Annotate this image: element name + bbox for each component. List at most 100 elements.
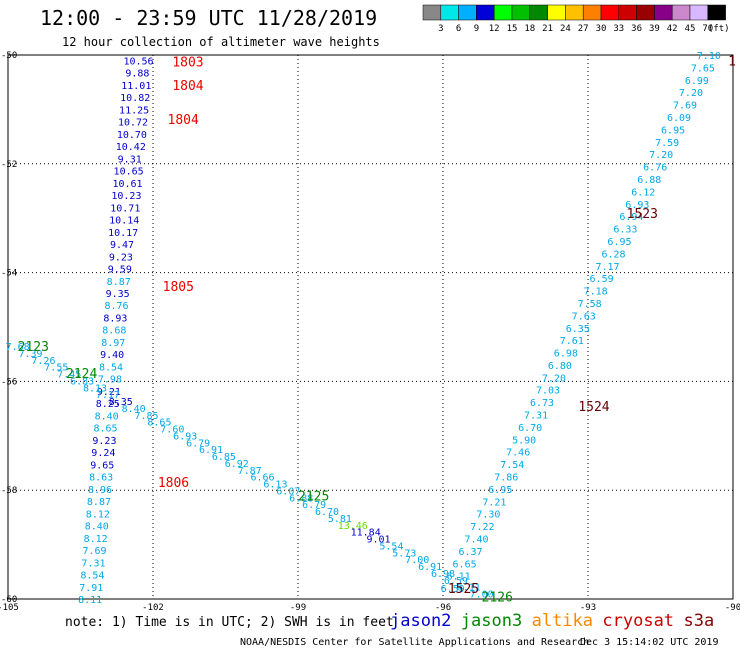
wave-height-value: 8.35	[109, 397, 133, 408]
chart-title: 12:00 - 23:59 UTC 11/28/2019	[40, 6, 377, 30]
legend-swatch	[582, 4, 602, 21]
satellite-name: jason2	[390, 611, 451, 631]
wave-height-value: 8.12	[84, 534, 108, 545]
wave-height-value: 8.65	[93, 424, 117, 435]
wave-height-value: 10.17	[108, 228, 138, 239]
footer-note: note: 1) Time is in UTC; 2) SWH is in fe…	[65, 615, 394, 630]
wave-height-value: 10.82	[120, 93, 150, 104]
y-tick-label: -58	[1, 486, 17, 496]
wave-height-value: 10.14	[109, 216, 139, 227]
wave-height-value: 6.95	[607, 237, 631, 248]
wave-height-value: 5.90	[512, 435, 536, 446]
wave-height-value: 7.17	[596, 262, 620, 273]
wave-height-value: 7.00	[470, 590, 494, 601]
wave-height-value: 6.33	[613, 225, 637, 236]
wave-height-value: 9.47	[110, 240, 134, 251]
wave-height-value: 9.01	[367, 535, 391, 546]
wave-height-value: 9.59	[108, 265, 132, 276]
wave-height-value: 8.25	[96, 399, 120, 410]
wave-height-value: 6.66	[251, 473, 275, 484]
footer-credit: NOAA/NESDIS Center for Satellite Applica…	[240, 637, 589, 648]
wave-height-value: 9.24	[91, 448, 115, 459]
wave-height-marks: 10.569.8811.0110.8211.2510.7210.7010.429…	[6, 51, 721, 606]
legend-swatch	[654, 4, 673, 21]
legend-label: 45	[685, 24, 696, 34]
wave-height-value: 9.65	[90, 460, 114, 471]
wave-height-value: 6.65	[453, 559, 477, 570]
pass-label: 1804	[168, 113, 199, 128]
wave-height-value: 7.17	[96, 390, 120, 401]
wave-height-value: 8.63	[89, 473, 113, 484]
wave-height-value: 7.65	[691, 63, 715, 74]
wave-height-value: 6.73	[530, 398, 554, 409]
wave-height-value: 7.40	[464, 535, 488, 546]
legend-label: 18	[524, 24, 535, 34]
x-tick-label: -99	[290, 603, 306, 613]
wave-height-value: 6.92	[225, 459, 249, 470]
satellite-legend: jason2 jason3 altika cryosat s3a	[390, 611, 714, 631]
wave-height-value: 8.76	[104, 301, 128, 312]
grid-lines	[8, 55, 733, 599]
legend-swatch	[458, 4, 477, 21]
wave-height-value: 7.69	[673, 101, 697, 112]
wave-height-value: 7.61	[560, 336, 584, 347]
wave-height-value: 9.88	[125, 69, 149, 80]
wave-height-value: 7.20	[679, 88, 703, 99]
color-legend: 3 6 9 12 15 18 21 24 27 30 33 36 39 42 45 70(ft)	[422, 4, 730, 34]
satellite-name: s3a	[684, 611, 715, 631]
axis-ticks: -105 -102 -99 -96 -93 -90 -50 -52 -54 -56 -58 -60	[0, 51, 740, 613]
legend-label: 3	[438, 24, 443, 34]
chart-subtitle: 12 hour collection of altimeter wave hei…	[62, 35, 380, 49]
wave-height-value: 10.65	[114, 167, 144, 178]
wave-height-value: 10.56	[123, 56, 153, 67]
satellite-name: jason3	[461, 611, 522, 631]
wave-height-value: 13.46	[338, 521, 368, 532]
pass-label: 1	[728, 54, 736, 69]
wave-height-value: 6.11	[447, 572, 471, 583]
wave-height-value: 10.61	[112, 179, 142, 190]
legend-label: 24	[560, 24, 571, 34]
legend-label: 12	[489, 24, 500, 34]
wave-height-value: 9.40	[100, 350, 124, 361]
wave-height-value: 6.98	[431, 569, 455, 580]
pass-label: 1524	[578, 400, 609, 415]
wave-height-value: 6.91	[199, 445, 223, 456]
wave-height-value: 7.00	[405, 555, 429, 566]
wave-height-value: 6.59	[441, 584, 465, 595]
wave-height-value: 6.07	[276, 486, 300, 497]
pass-label: 1804	[172, 79, 203, 94]
legend-swatch	[689, 4, 709, 21]
wave-height-value: 7.18	[584, 287, 608, 298]
legend-label: 9	[474, 24, 479, 34]
legend-label: 15	[507, 24, 518, 34]
wave-height-value: 11.84	[351, 528, 381, 539]
wave-height-value: 5.81	[328, 514, 352, 525]
wave-height-value: 6.94	[619, 212, 643, 223]
wave-height-value: 8.54	[99, 362, 123, 373]
wave-height-value: 8.13	[83, 383, 107, 394]
wave-height-value: 7.20	[649, 150, 673, 161]
wave-height-value: 6.70	[518, 423, 542, 434]
wave-height-value: 6.28	[601, 249, 625, 260]
legend-swatch	[440, 4, 459, 21]
wave-height-value: 9.23	[109, 252, 133, 263]
wave-height-value: 10.70	[117, 130, 147, 141]
wave-height-value: 10.71	[110, 203, 140, 214]
wave-height-value: 6.98	[554, 349, 578, 360]
legend-label: 39	[649, 24, 660, 34]
y-tick-label: -52	[1, 160, 17, 170]
pass-label: 2126	[482, 590, 513, 605]
legend-label: 30	[596, 24, 607, 34]
footer-timestamp: Dec 3 15:14:02 UTC 2019	[580, 637, 718, 648]
wave-height-value: 8.54	[80, 571, 104, 582]
wave-height-value: 7.91	[79, 583, 103, 594]
wave-height-value: 7.60	[160, 425, 184, 436]
pass-label: 2125	[298, 490, 329, 505]
wave-height-value: 5.54	[379, 541, 403, 552]
wave-height-value: 8.87	[87, 497, 111, 508]
wave-height-value: 6.59	[444, 576, 468, 587]
legend-label: 42	[667, 24, 678, 34]
x-tick-label: -90	[725, 603, 740, 613]
wave-height-value: 6.11	[457, 583, 481, 594]
